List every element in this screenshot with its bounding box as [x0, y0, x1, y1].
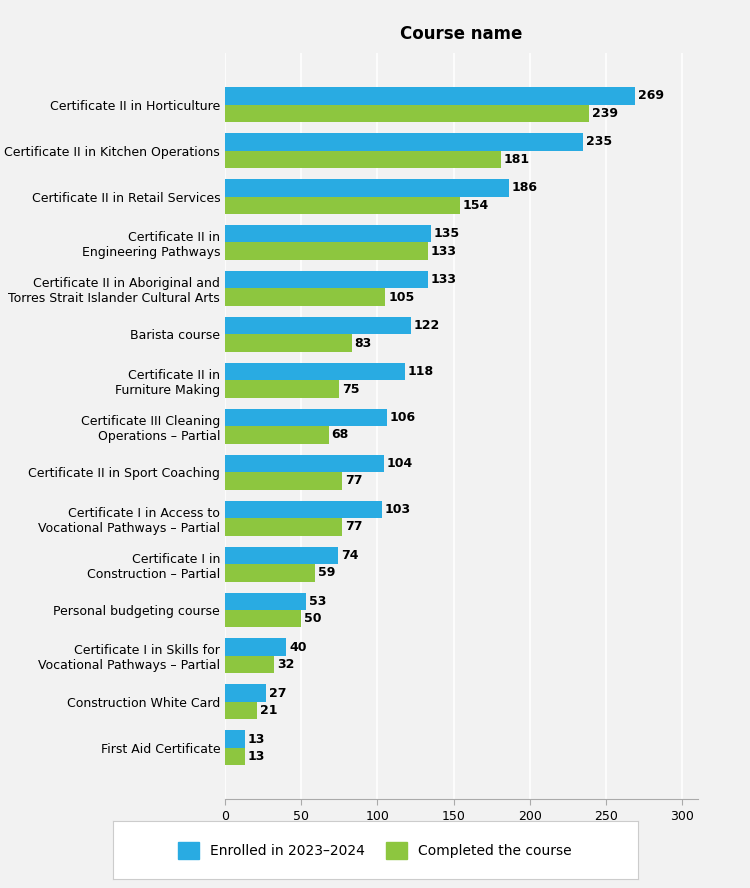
Bar [225, 225, 430, 242]
Bar [225, 547, 338, 564]
Bar [225, 87, 635, 105]
Text: 239: 239 [592, 107, 618, 120]
Text: 133: 133 [430, 274, 457, 286]
Text: 59: 59 [318, 567, 335, 579]
X-axis label: Number of students: Number of students [376, 829, 547, 844]
Bar [225, 592, 306, 610]
Text: 32: 32 [277, 658, 294, 671]
Bar [225, 289, 385, 305]
Text: 118: 118 [408, 365, 434, 378]
Bar [225, 564, 315, 582]
Text: 77: 77 [346, 520, 363, 534]
Text: 75: 75 [342, 383, 360, 395]
Text: 181: 181 [504, 153, 530, 166]
Bar [225, 179, 509, 196]
Legend: Enrolled in 2023–2024, Completed the course: Enrolled in 2023–2024, Completed the cou… [172, 836, 578, 864]
Text: 106: 106 [389, 411, 416, 424]
Text: 68: 68 [332, 429, 349, 441]
Text: 27: 27 [269, 686, 286, 700]
Bar [225, 702, 257, 719]
Text: 154: 154 [463, 199, 489, 211]
Text: 269: 269 [638, 90, 664, 102]
Bar [225, 610, 302, 628]
Text: 235: 235 [586, 135, 612, 148]
Text: 122: 122 [414, 319, 440, 332]
Bar [225, 472, 342, 489]
Bar [225, 501, 382, 518]
Bar [225, 685, 266, 702]
Bar [225, 335, 352, 352]
Text: 186: 186 [512, 181, 538, 194]
Bar [225, 638, 286, 656]
Text: 133: 133 [430, 245, 457, 258]
Text: 13: 13 [248, 750, 266, 763]
Bar [225, 363, 405, 380]
Bar [225, 730, 245, 748]
Text: 103: 103 [385, 503, 411, 516]
Text: 50: 50 [304, 612, 322, 625]
Bar [225, 518, 342, 535]
Text: 83: 83 [355, 337, 372, 350]
Bar [225, 656, 274, 673]
Text: 21: 21 [260, 704, 278, 718]
Text: 105: 105 [388, 290, 414, 304]
Title: Course name: Course name [400, 26, 523, 44]
Text: 40: 40 [289, 641, 307, 654]
Bar [225, 408, 386, 426]
Bar [225, 271, 428, 289]
Bar [225, 196, 460, 214]
Bar [225, 105, 590, 123]
Text: 104: 104 [386, 457, 412, 470]
Text: 74: 74 [340, 549, 358, 562]
Bar [225, 317, 411, 335]
Text: 135: 135 [433, 227, 460, 241]
Text: 13: 13 [248, 733, 266, 746]
Bar [225, 242, 428, 260]
Bar [225, 133, 584, 151]
Bar [225, 426, 328, 444]
Bar [225, 748, 245, 765]
Text: 53: 53 [309, 595, 326, 607]
Bar [225, 380, 339, 398]
Text: 77: 77 [346, 474, 363, 488]
Bar [225, 455, 383, 472]
Bar [225, 151, 501, 168]
